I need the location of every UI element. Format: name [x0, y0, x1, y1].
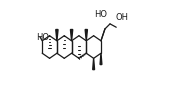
Polygon shape	[85, 30, 88, 41]
Polygon shape	[70, 30, 73, 41]
Text: OH: OH	[115, 13, 128, 22]
Polygon shape	[56, 30, 58, 41]
Polygon shape	[93, 59, 95, 70]
Text: HO: HO	[94, 10, 107, 19]
Polygon shape	[100, 54, 102, 65]
Text: HO: HO	[36, 33, 49, 42]
